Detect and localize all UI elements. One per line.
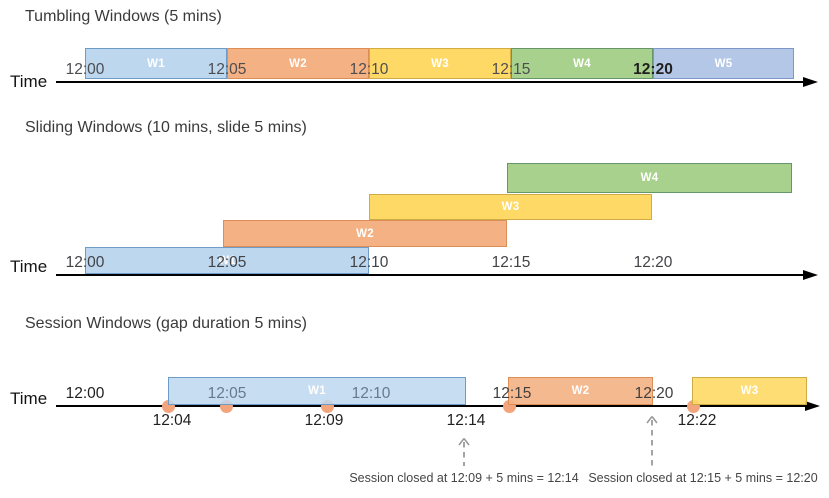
tick-label: 12:00 xyxy=(65,385,105,402)
window-w1: W1 xyxy=(85,48,227,79)
tick-label: 12:15 xyxy=(491,254,531,271)
timeline xyxy=(56,405,805,408)
window-label: W4 xyxy=(640,172,659,184)
section-title-session: Session Windows (gap duration 5 mins) xyxy=(25,315,307,332)
event-time-label: 12:09 xyxy=(304,412,344,429)
tick-label: 12:20 xyxy=(633,61,673,78)
window-w2: W2 xyxy=(223,220,507,247)
tick-label: 12:20 xyxy=(633,254,673,271)
time-axis-label-session: Time xyxy=(10,389,48,408)
tick-label: 12:15 xyxy=(491,61,531,78)
tick-label: 12:20 xyxy=(634,385,674,402)
event-time-label: 12:14 xyxy=(446,412,486,429)
tick-label: 12:05 xyxy=(207,61,247,78)
window-w2: W2 xyxy=(508,377,653,405)
tick-label: 12:05 xyxy=(207,385,247,402)
event-time-label: 12:22 xyxy=(677,412,717,429)
tick-label: 12:10 xyxy=(351,385,391,402)
window-label: W1 xyxy=(308,385,326,397)
window-w1: W1 xyxy=(85,247,369,274)
window-w2: W2 xyxy=(227,48,369,79)
timeline xyxy=(56,274,803,277)
window-label: W2 xyxy=(571,385,590,397)
tick-label: 12:15 xyxy=(492,385,532,402)
window-label: W1 xyxy=(147,57,165,70)
window-label: W2 xyxy=(356,227,374,240)
time-axis-label-sliding: Time xyxy=(10,257,48,276)
event-time-label: 12:04 xyxy=(152,412,192,429)
tick-label: 12:10 xyxy=(349,254,389,271)
section-title-tumbling: Tumbling Windows (5 mins) xyxy=(25,8,222,25)
time-axis-label-tumbling: Time xyxy=(10,72,48,91)
section-title-sliding: Sliding Windows (10 mins, slide 5 mins) xyxy=(25,119,307,136)
window-w4: W4 xyxy=(507,163,792,193)
timeline xyxy=(56,81,803,84)
window-w3: W3 xyxy=(692,377,807,405)
window-label: W5 xyxy=(714,57,733,70)
timeline-arrowhead-icon xyxy=(803,76,818,87)
tick-label: 12:00 xyxy=(65,254,105,271)
window-label: W3 xyxy=(740,385,759,397)
session-closed-note: Session closed at 12:09 + 5 mins = 12:14 xyxy=(349,471,579,485)
tick-label: 12:00 xyxy=(65,61,105,78)
session-closed-note: Session closed at 12:15 + 5 mins = 12:20 xyxy=(588,471,818,485)
up-arrow-icon xyxy=(644,415,660,472)
up-arrow-icon xyxy=(456,437,472,472)
window-label: W4 xyxy=(573,57,591,70)
timeline-arrowhead-icon xyxy=(805,400,820,411)
window-label: W3 xyxy=(501,201,520,213)
window-label: W3 xyxy=(431,57,449,70)
window-w1: W1 xyxy=(168,377,466,405)
window-w5: W5 xyxy=(653,48,794,79)
tick-label: 12:10 xyxy=(349,61,389,78)
window-w3: W3 xyxy=(369,194,652,220)
window-w4: W4 xyxy=(511,48,653,79)
window-label: W2 xyxy=(289,57,307,70)
window-label: W1 xyxy=(218,254,236,267)
timeline-arrowhead-icon xyxy=(803,269,818,280)
tick-label: 12:05 xyxy=(207,254,247,271)
window-w3: W3 xyxy=(369,48,511,79)
